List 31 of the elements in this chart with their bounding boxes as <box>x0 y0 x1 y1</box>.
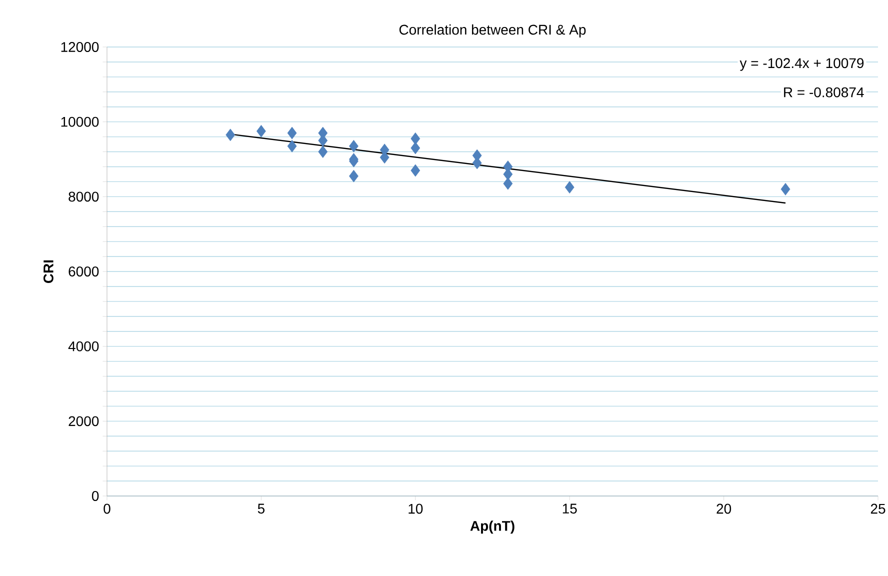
annotation: y = -102.4x + 10079 <box>740 58 864 71</box>
y-tick-label: 10000 <box>61 116 99 127</box>
point <box>410 142 420 154</box>
chart-title: Correlation between CRI & Ap <box>399 24 586 38</box>
y-tick-label: 8000 <box>68 192 99 202</box>
y-tick-label: 6000 <box>68 266 99 276</box>
x-axis-title: Ap(nT) <box>470 520 514 534</box>
annotation: R = -0.80874 <box>784 87 864 98</box>
y-tick-label: 12000 <box>61 42 99 52</box>
x-tick-label: 10 <box>408 504 423 514</box>
y-tick-label: 2000 <box>68 416 99 426</box>
point <box>349 140 358 152</box>
point <box>226 128 236 142</box>
x-tick-label: 20 <box>716 504 732 514</box>
point <box>503 177 513 190</box>
x-tick-label: 25 <box>870 504 886 514</box>
y-tick-label: 4000 <box>68 341 99 352</box>
y-axis-title: CRI <box>43 260 54 283</box>
point <box>287 140 297 152</box>
x-tick-label: 0 <box>104 504 110 514</box>
point <box>318 146 328 158</box>
point <box>564 181 574 194</box>
point <box>780 182 790 196</box>
x-tick-label: 5 <box>258 504 265 514</box>
point <box>256 124 266 138</box>
point <box>287 126 297 140</box>
x-tick-label: 15 <box>562 504 577 514</box>
point <box>349 170 358 182</box>
point <box>410 164 420 177</box>
point <box>410 132 420 145</box>
y-tick-label: 0 <box>92 491 99 501</box>
